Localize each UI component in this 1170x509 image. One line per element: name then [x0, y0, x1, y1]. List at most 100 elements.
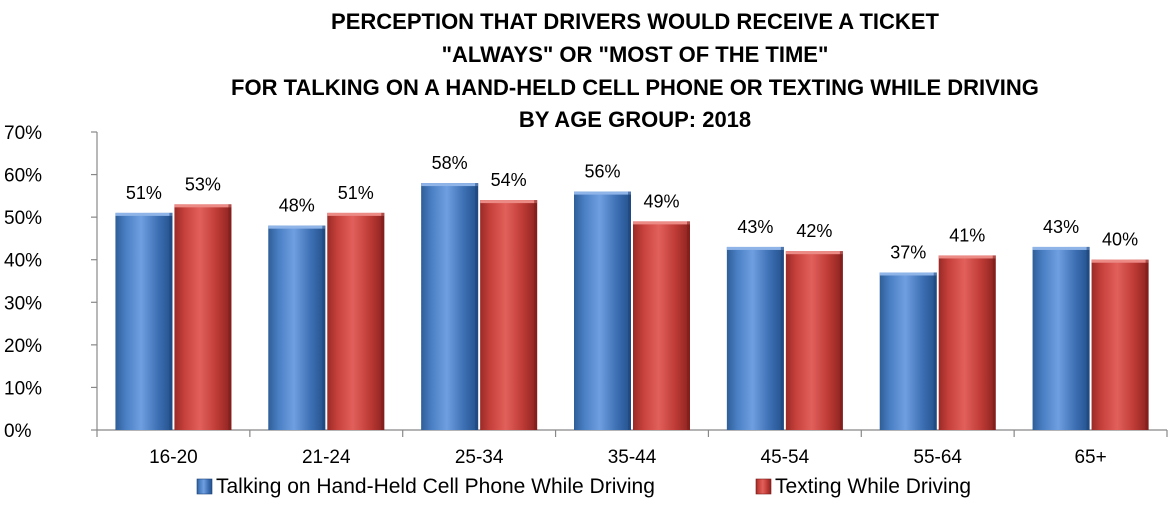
y-tick-label: 50%: [4, 208, 42, 229]
bar-face: [421, 183, 479, 430]
bar: [574, 191, 631, 430]
data-label: 43%: [737, 217, 773, 237]
bar-top: [327, 212, 385, 216]
bar-edge: [228, 204, 232, 430]
bar-face: [879, 272, 937, 430]
y-tick-label: 70%: [4, 123, 42, 144]
bar: [268, 225, 326, 430]
bar-top: [574, 191, 631, 195]
bar-edge: [628, 191, 631, 430]
data-label: 51%: [126, 183, 162, 203]
bar-top: [480, 200, 538, 204]
legend-item: Texting While Driving: [755, 475, 971, 498]
bar: [480, 200, 538, 430]
bar-edge: [381, 212, 385, 430]
x-tick-label: 45-54: [761, 447, 810, 468]
bar-top: [726, 246, 784, 250]
legend-item: Talking on Hand-Held Cell Phone While Dr…: [196, 475, 655, 498]
data-label: 49%: [643, 191, 679, 211]
bar-top: [268, 225, 326, 229]
legend-label: Texting While Driving: [775, 475, 971, 498]
bar: [115, 212, 173, 430]
bar-face: [726, 246, 784, 430]
y-tick-label: 20%: [4, 336, 42, 357]
data-label: 54%: [491, 170, 527, 190]
chart-title-line-3: FOR TALKING ON A HAND-HELD CELL PHONE OR…: [231, 75, 1039, 100]
bar-face: [785, 251, 843, 430]
data-labels-layer: 51% 53% 48% 51% 58% 54% 56% 49% 43% 42% 37% 41% 43% 4…: [126, 153, 1138, 262]
bar-top: [938, 255, 996, 259]
legend-swatch: [755, 478, 772, 495]
y-tick-label: 10%: [4, 378, 42, 399]
data-label: 37%: [890, 242, 926, 262]
data-label: 40%: [1102, 230, 1138, 250]
chart-title-line-4: BY AGE GROUP: 2018: [519, 107, 751, 132]
data-label: 56%: [584, 162, 620, 182]
bar-face: [1091, 259, 1149, 430]
bar-edge: [475, 183, 479, 430]
bar-edge: [933, 272, 937, 430]
bar-face: [327, 212, 385, 430]
bar: [174, 204, 232, 430]
x-tick-label: 65+: [1074, 447, 1106, 468]
bar: [938, 255, 996, 430]
bar-edge: [534, 200, 538, 430]
legend: Talking on Hand-Held Cell Phone While Dr…: [196, 475, 971, 498]
bar-top: [1091, 259, 1149, 263]
chart-title-line-1: PERCEPTION THAT DRIVERS WOULD RECEIVE A …: [331, 9, 939, 34]
x-tick-label: 21-24: [302, 447, 351, 468]
data-label: 58%: [432, 153, 468, 173]
bar-face: [174, 204, 232, 430]
y-tick-label: 0%: [4, 421, 32, 442]
chart-title: PERCEPTION THAT DRIVERS WOULD RECEIVE A …: [231, 9, 1039, 132]
bar-face: [115, 212, 173, 430]
y-tick-label: 40%: [4, 251, 42, 272]
data-label: 41%: [949, 225, 985, 245]
x-tick-label: 55-64: [913, 447, 962, 468]
bar: [327, 212, 385, 430]
y-tick-label: 60%: [4, 166, 42, 187]
bar-top: [1032, 246, 1090, 250]
bar-edge: [839, 251, 843, 430]
bar-top: [633, 221, 690, 225]
bar-face: [480, 200, 538, 430]
bar-top: [785, 251, 843, 255]
x-tick-label: 25-34: [455, 447, 504, 468]
bar: [1032, 246, 1090, 430]
x-tick-label: 35-44: [608, 447, 657, 468]
bar-face: [938, 255, 996, 430]
bar-top: [115, 212, 173, 216]
legend-swatch: [196, 478, 213, 495]
bars-layer: [115, 183, 1149, 430]
bar-face: [268, 225, 326, 430]
bar-edge: [1145, 259, 1149, 430]
y-tick-label: 30%: [4, 293, 42, 314]
bar-edge: [780, 246, 784, 430]
bar-face: [1032, 246, 1090, 430]
data-label: 48%: [279, 196, 315, 216]
data-label: 51%: [338, 183, 374, 203]
bar-face: [574, 191, 631, 430]
bar-edge: [992, 255, 996, 430]
y-axis: 0% 10% 20% 30% 40% 50% 60% 70%: [4, 123, 98, 442]
x-axis: 16-20 21-24 25-34 35-44 45-54 55-64 65+: [96, 429, 1168, 468]
bar-face: [633, 221, 690, 430]
bar-edge: [169, 212, 173, 430]
data-label: 53%: [185, 174, 221, 194]
bar: [633, 221, 690, 430]
bar: [726, 246, 784, 430]
bar: [879, 272, 937, 430]
data-label: 43%: [1043, 217, 1079, 237]
bar: [421, 183, 479, 430]
bar-top: [421, 183, 479, 187]
bar-top: [174, 204, 232, 208]
legend-label: Talking on Hand-Held Cell Phone While Dr…: [216, 475, 655, 498]
bar-top: [879, 272, 937, 276]
bar: [785, 251, 843, 430]
data-label: 42%: [796, 221, 832, 241]
x-tick-label: 16-20: [149, 447, 198, 468]
bar-edge: [322, 225, 326, 430]
bar-edge: [687, 221, 690, 430]
bar: [1091, 259, 1149, 430]
